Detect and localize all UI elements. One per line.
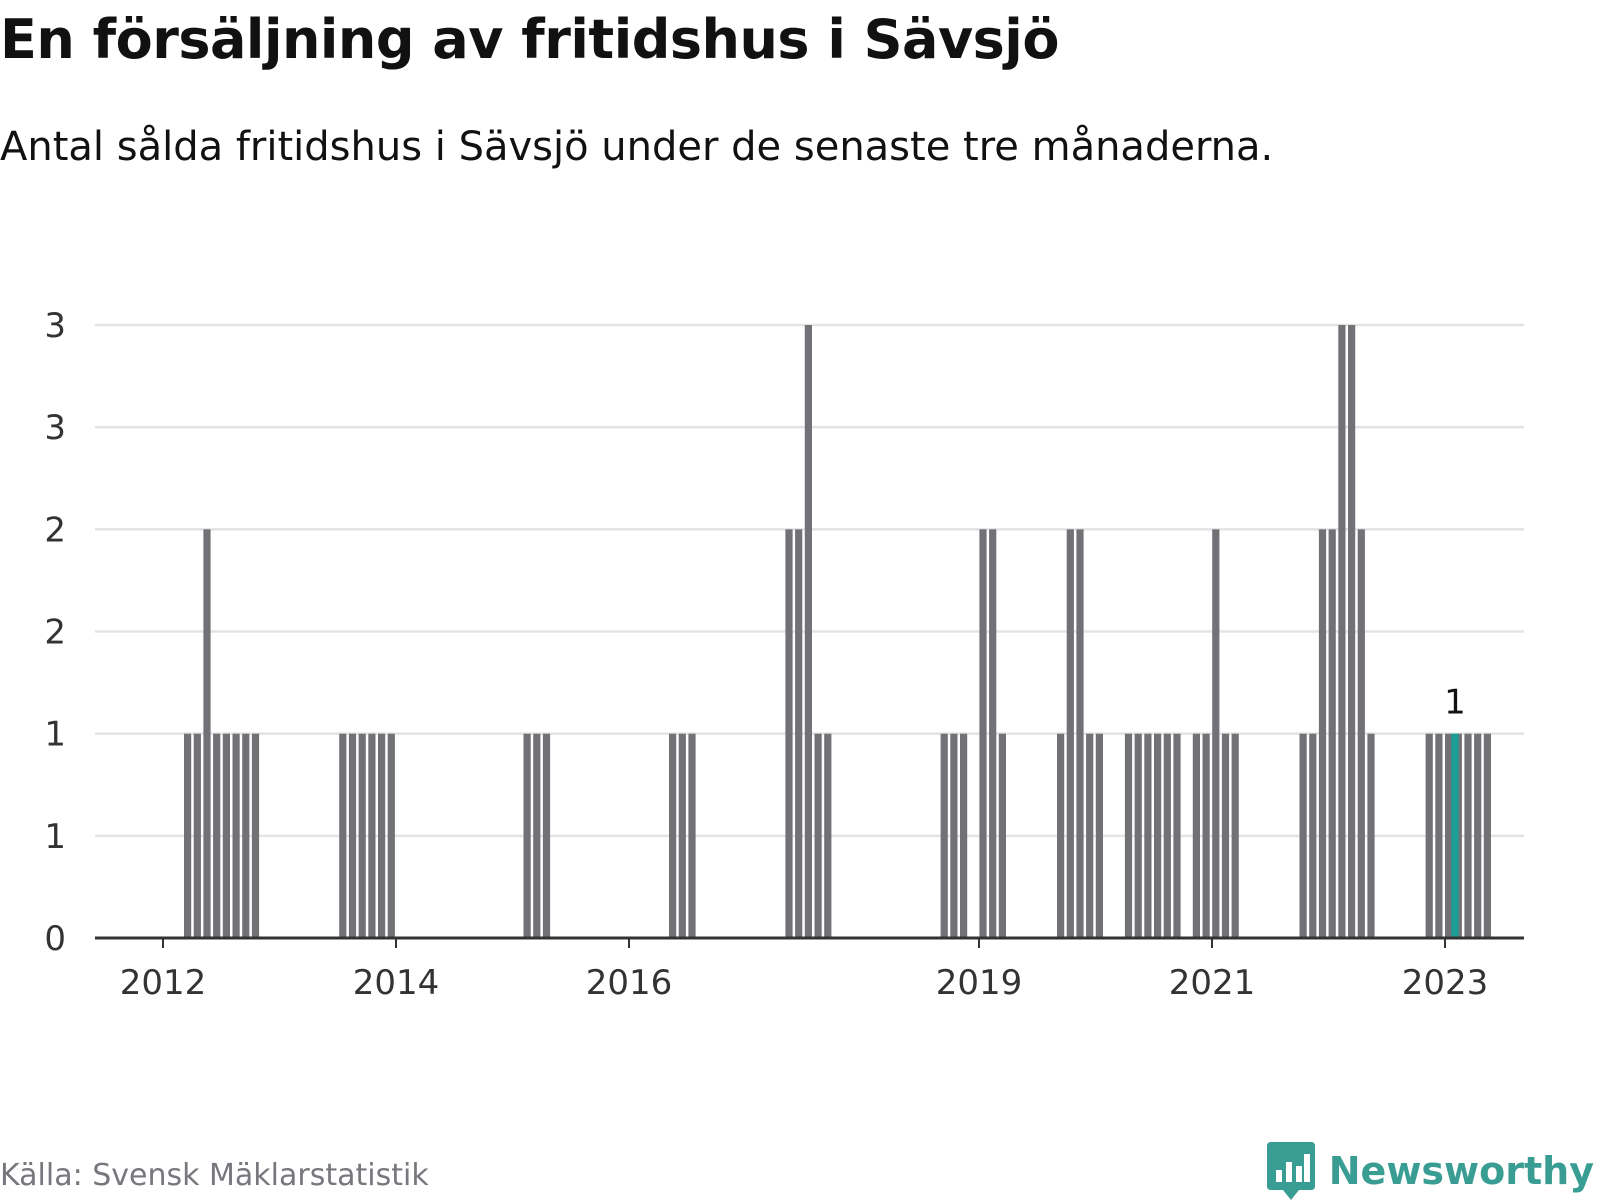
bar: [348, 733, 357, 938]
bar: [184, 733, 192, 938]
bar: [1464, 733, 1472, 938]
bar: [1134, 733, 1142, 938]
bar: [203, 529, 211, 938]
bar: [1231, 733, 1239, 938]
bar: [1066, 529, 1074, 938]
bar: [222, 733, 230, 938]
y-tick-label: 3: [44, 408, 66, 448]
bar: [1309, 733, 1317, 938]
x-tick-label: 2021: [1169, 963, 1256, 1003]
bar: [824, 733, 832, 938]
bar: [339, 733, 347, 938]
bar: [1057, 733, 1065, 938]
bar-chart-speech-bubble-icon: [1266, 1142, 1315, 1200]
bar: [1474, 733, 1482, 938]
chart-subtitle: Antal sålda fritidshus i Sävsjö under de…: [0, 124, 1274, 170]
bar: [1144, 733, 1152, 938]
bar: [795, 529, 803, 938]
bar: [1086, 733, 1094, 938]
x-tick-label: 2012: [120, 963, 207, 1003]
bar: [193, 733, 201, 938]
bar: [785, 529, 793, 938]
x-tick-label: 2014: [353, 963, 440, 1003]
y-tick-label: 2: [44, 510, 66, 550]
y-tick-label: 3: [44, 306, 66, 346]
x-tick-label: 2023: [1402, 963, 1489, 1003]
bar: [251, 733, 260, 938]
bar: [1212, 529, 1220, 938]
bar: [669, 733, 677, 938]
bar: [688, 733, 696, 938]
bar: [678, 733, 686, 938]
bar: [1202, 733, 1210, 938]
bar: [1192, 733, 1200, 938]
bar: [387, 733, 395, 938]
bar: [213, 733, 221, 938]
bar: [960, 733, 968, 938]
bar: [1367, 733, 1375, 938]
brand-name: Newsworthy: [1328, 1149, 1594, 1193]
bar: [368, 733, 376, 938]
bar: [1328, 529, 1336, 938]
bar: [242, 733, 250, 938]
y-tick-label: 2: [44, 613, 66, 653]
y-tick-label: 1: [44, 817, 66, 857]
bar: [1076, 529, 1084, 938]
bar-chart: 0 1 1 2 2 3 3 1 2012 2014 2016 2019 2021 2023: [44, 306, 1524, 1003]
x-tick-label: 2019: [936, 963, 1023, 1003]
x-tick-label: 2016: [586, 963, 673, 1003]
bar: [1338, 325, 1346, 938]
bar: [1221, 733, 1230, 938]
bar: [1357, 529, 1365, 938]
bar: [542, 733, 551, 938]
bar: [232, 733, 240, 938]
y-tick-label: 0: [44, 919, 66, 959]
bar: [1154, 733, 1162, 938]
bar-highlight: [1451, 733, 1459, 938]
bar: [1124, 733, 1133, 938]
bar: [1163, 733, 1171, 938]
data-label: 1: [1444, 683, 1466, 723]
bar: [1435, 733, 1443, 938]
bar: [1095, 733, 1103, 938]
bar: [1318, 529, 1327, 938]
bar: [533, 733, 541, 938]
chart-title: En försäljning av fritidshus i Sävsjö: [0, 8, 1059, 71]
bar: [950, 733, 958, 938]
bar: [998, 733, 1006, 938]
bar: [523, 733, 531, 938]
bar: [940, 733, 948, 938]
bar: [979, 529, 987, 938]
bar: [1445, 733, 1453, 938]
bar: [1483, 733, 1491, 938]
bar: [814, 733, 822, 938]
bar: [804, 325, 812, 938]
newsworthy-logo: Newsworthy: [1266, 1142, 1594, 1200]
bar: [989, 529, 997, 938]
bar: [378, 733, 386, 938]
bar: [1173, 733, 1181, 938]
bar: [1299, 733, 1307, 938]
bar: [358, 733, 366, 938]
bar: [1425, 733, 1433, 938]
y-tick-label: 1: [44, 715, 66, 755]
source-note: Källa: Svensk Mäklarstatistik: [0, 1158, 429, 1193]
bar: [1348, 325, 1356, 938]
